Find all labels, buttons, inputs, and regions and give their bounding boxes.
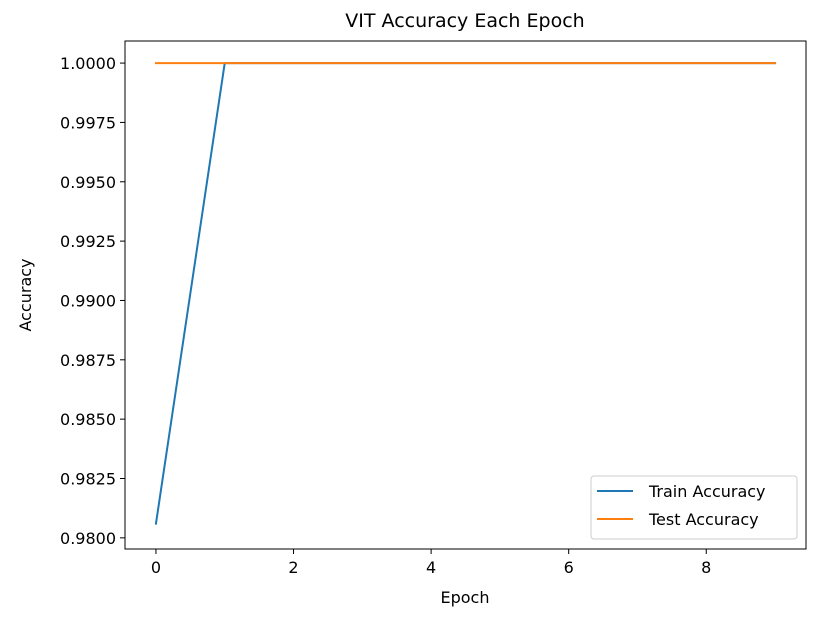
y-tick-label: 0.9850	[60, 410, 116, 429]
y-tick-label: 0.9925	[60, 232, 116, 251]
x-tick-label: 2	[288, 558, 298, 577]
legend-label-2: Test Accuracy	[648, 510, 759, 529]
y-axis: 0.9800 0.9825 0.9850 0.9875 0.9900 0.9925 0.99…	[60, 54, 125, 548]
y-tick-label: 0.9875	[60, 351, 116, 370]
x-tick-label: 4	[426, 558, 436, 577]
legend-label-1: Train Accuracy	[648, 482, 766, 501]
legend: Train Accuracy Test Accuracy	[590, 475, 798, 540]
x-axis-label: Epoch	[441, 588, 490, 607]
y-tick-label: 1.0000	[60, 54, 116, 73]
chart-title: VIT Accuracy Each Epoch	[345, 10, 584, 32]
series-layer	[154, 62, 777, 525]
y-tick-label: 0.9825	[60, 469, 116, 488]
y-tick-label: 0.9900	[60, 291, 116, 310]
y-tick-label: 0.9950	[60, 173, 116, 192]
series-line-1	[154, 62, 777, 525]
legend-box	[590, 475, 798, 540]
y-axis-label: Accuracy	[16, 258, 35, 331]
plot-frame	[124, 40, 807, 550]
x-tick-label: 6	[564, 558, 574, 577]
y-tick-label: 0.9975	[60, 113, 116, 132]
x-tick-label: 8	[701, 558, 711, 577]
x-axis: 0 2 4 6 8	[151, 549, 711, 577]
y-tick-label: 0.9800	[60, 529, 116, 548]
x-tick-label: 0	[151, 558, 161, 577]
